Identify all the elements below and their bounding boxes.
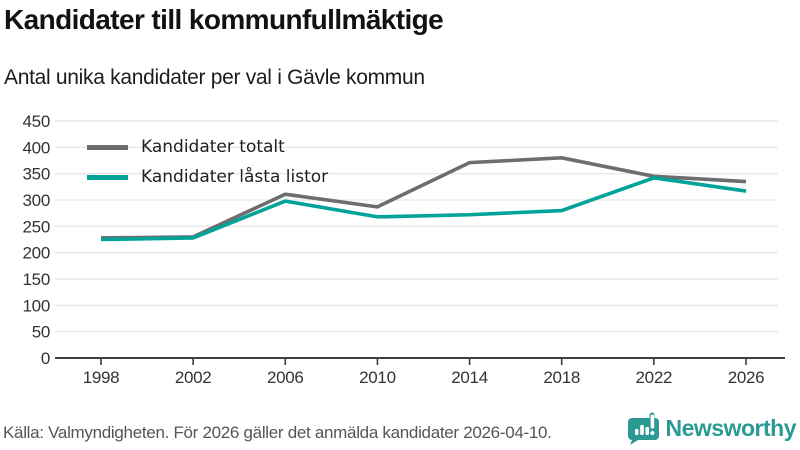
y-axis-label: 200 [23,244,50,263]
page-title: Kandidater till kommunfullmäktige [4,4,444,35]
logo-exclaim-dot [649,431,654,435]
y-axis-label: 450 [23,112,50,131]
y-axis-label: 400 [23,138,50,157]
x-axis-label: 2006 [267,368,304,387]
y-axis-label: 100 [23,296,50,315]
logo-bar-2 [639,425,644,435]
series-line-1 [100,176,747,242]
x-axis-label: 2014 [451,368,488,387]
legend-label-lasta-listor: Kandidater låsta listor [141,167,329,187]
x-axis-label: 2018 [543,368,580,387]
newsworthy-wordmark: Newsworthy [665,415,797,441]
newsworthy-logo-icon [627,412,659,445]
x-axis-label: 2026 [728,368,765,387]
source-note: Källa: Valmyndigheten. För 2026 gäller d… [3,423,552,442]
legend-label-totalt: Kandidater totalt [141,137,285,157]
y-axis-label: 350 [23,165,50,184]
legend-swatch-lasta-listor [87,174,128,180]
series-line-0 [100,156,747,240]
x-axis-label: 2010 [359,368,396,387]
logo-exclaim-stem [650,414,654,429]
logo-bar-1 [634,429,639,435]
x-axis-label: 2002 [175,368,212,387]
chart-footer: Källa: Valmyndigheten. För 2026 gäller d… [0,412,800,450]
y-axis-label: 250 [23,217,50,236]
legend-item-totalt: Kandidater totalt [87,132,328,162]
x-axis-label: 2022 [636,368,673,387]
chart-legend: Kandidater totalt Kandidater låsta listo… [87,132,328,192]
logo-bar-3 [644,427,649,435]
x-axis-label: 1998 [83,368,120,387]
y-axis-label: 0 [41,349,50,368]
y-axis-label: 300 [23,191,50,210]
legend-item-lasta-listor: Kandidater låsta listor [87,162,328,192]
legend-swatch-totalt [87,144,128,150]
chart-subtitle: Antal unika kandidater per val i Gävle k… [4,66,425,89]
y-axis-label: 50 [32,323,50,342]
newsworthy-brand: Newsworthy [627,412,797,445]
y-axis-label: 150 [23,270,50,289]
